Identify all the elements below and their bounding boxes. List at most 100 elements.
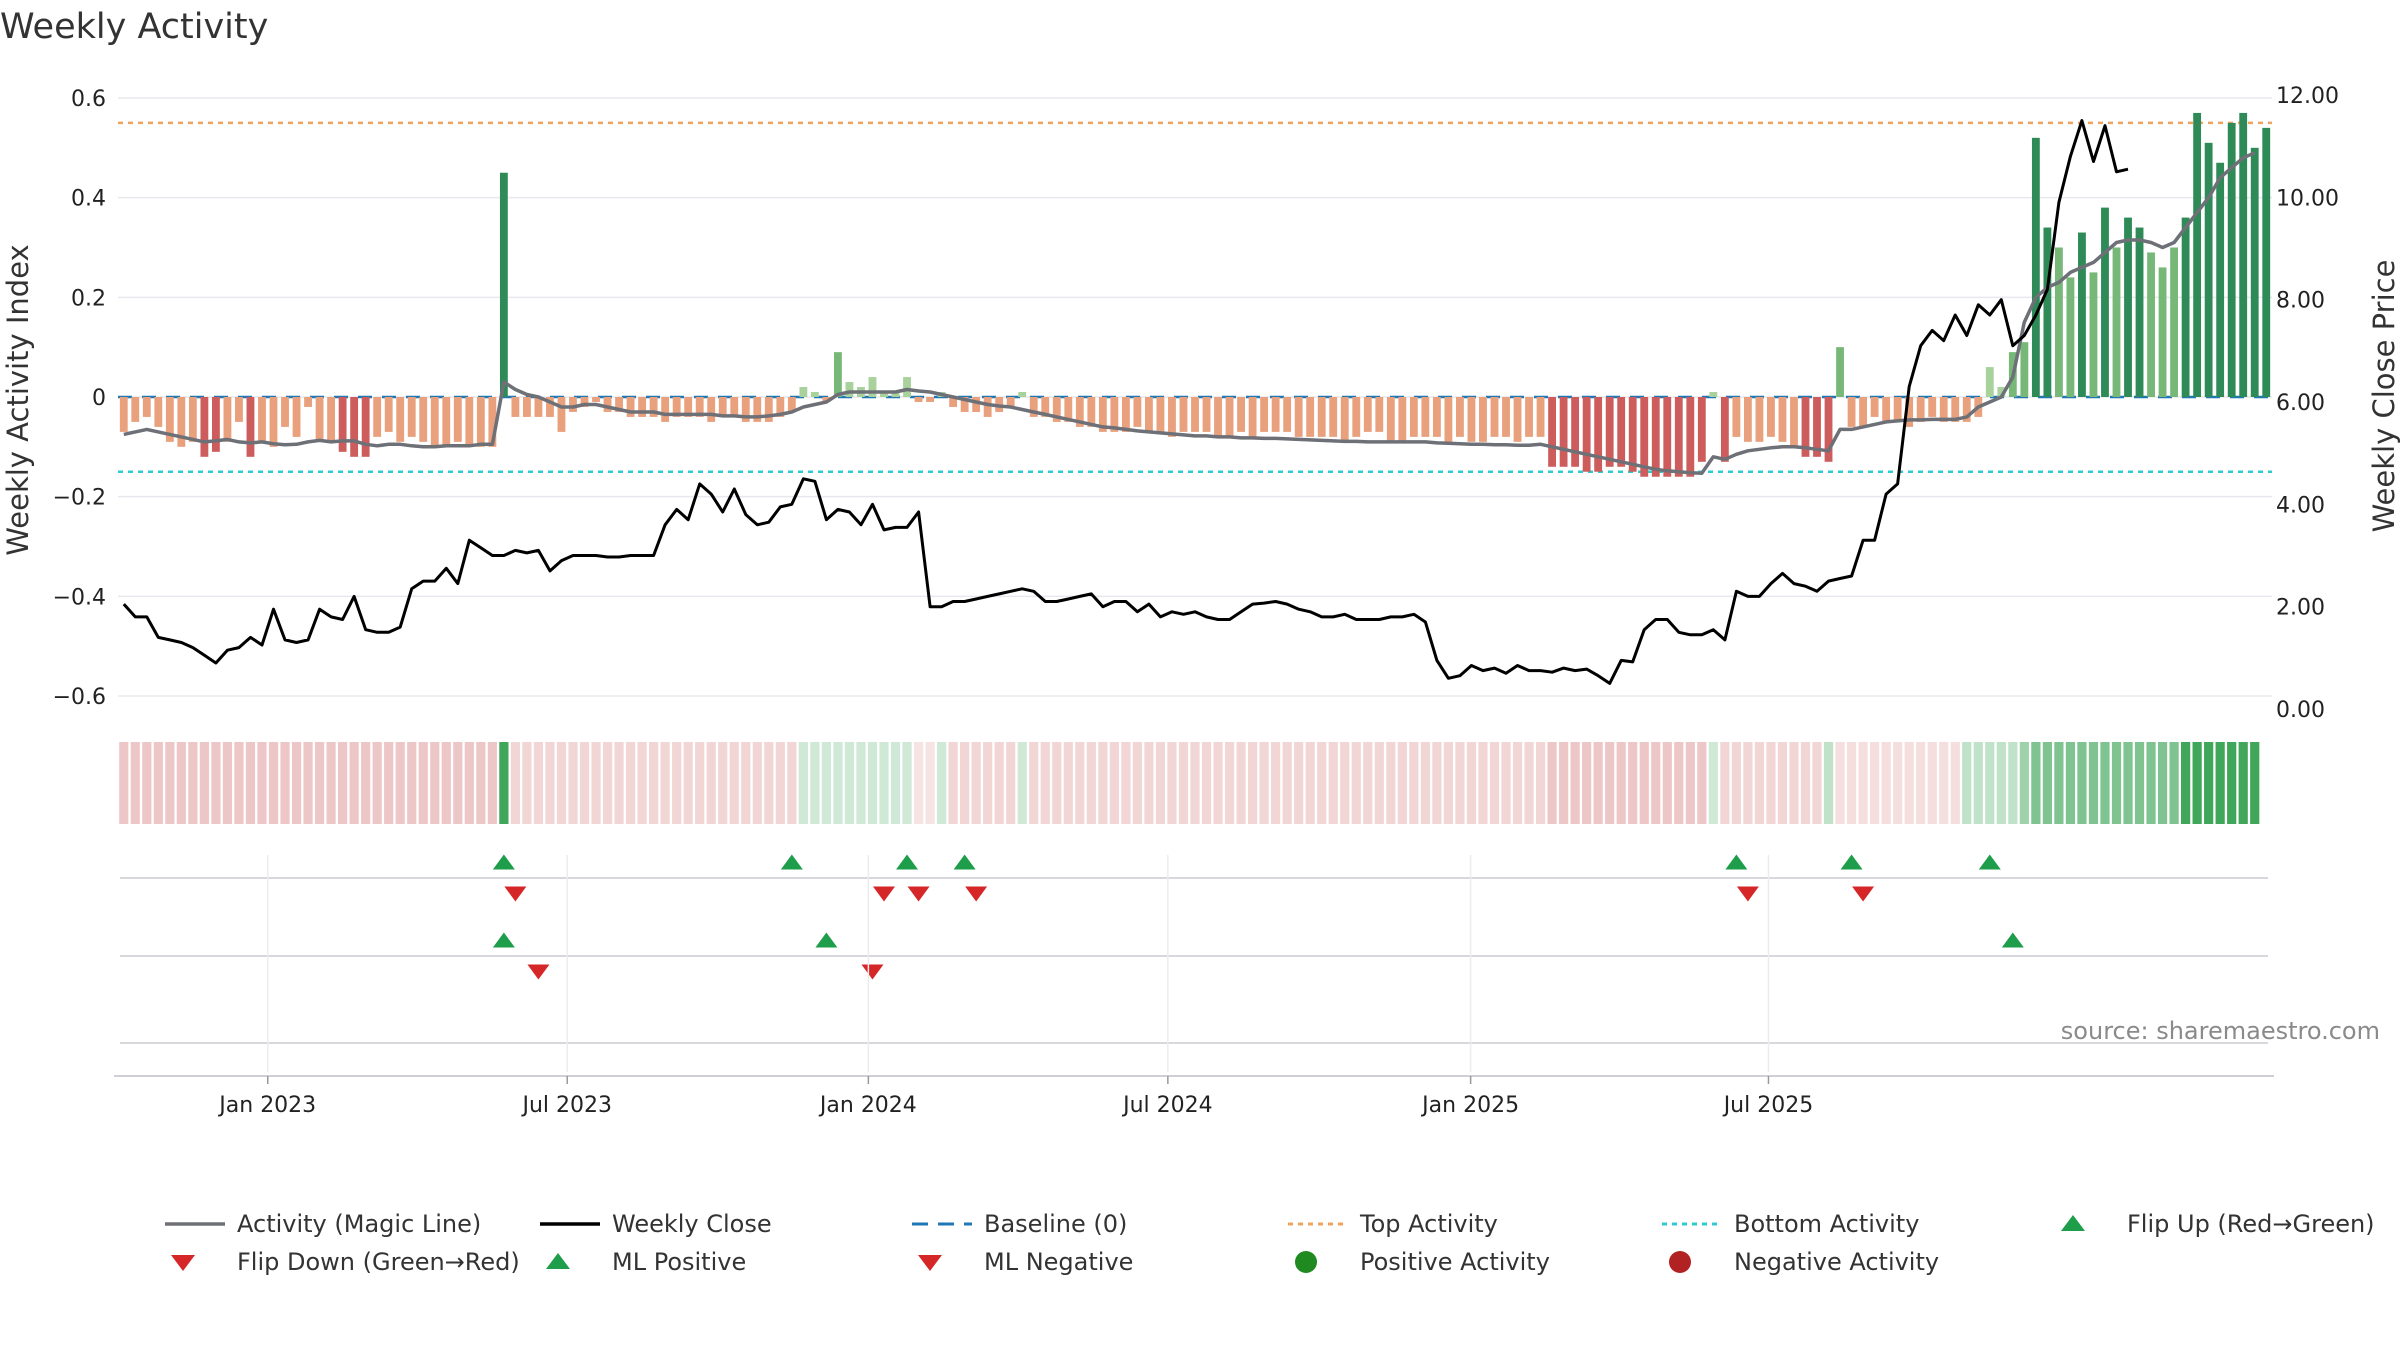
legend-label: Positive Activity (1360, 1248, 1550, 1276)
heat-cell (844, 742, 855, 824)
activity-bar (868, 377, 877, 397)
heat-cell (2238, 742, 2248, 824)
legend-swatch (1669, 1251, 1691, 1273)
heat-cell (741, 742, 751, 824)
heat-cell (1017, 742, 1027, 824)
activity-bar (603, 397, 612, 412)
activity-bar (592, 397, 600, 402)
heat-cell (994, 742, 1004, 824)
activity-bar (499, 172, 508, 397)
y-left-tick-label: 0 (92, 386, 106, 411)
ml-positive-marker (492, 932, 515, 948)
heat-cell (338, 742, 348, 824)
heat-cell (441, 742, 451, 824)
heat-cell (2100, 742, 2110, 824)
heat-cell (2250, 742, 2260, 824)
heat-cell (2215, 742, 2225, 824)
heat-cell (453, 742, 463, 824)
heat-cell (2042, 742, 2052, 824)
legend-label: Negative Activity (1734, 1248, 1939, 1276)
y-left-tick-label: 0.2 (71, 286, 106, 311)
heat-cell (614, 742, 624, 824)
heat-cell (1328, 742, 1338, 824)
heat-cell (787, 742, 797, 824)
activity-bar (1548, 397, 1556, 467)
activity-bar (1444, 397, 1453, 442)
activity-bar (1985, 367, 1994, 397)
heat-cell (1973, 742, 1983, 824)
activity-bar (1663, 397, 1672, 477)
activity-bar (638, 397, 647, 417)
heat-cell (1662, 742, 1672, 824)
y-right-tick-label: 8.00 (2276, 289, 2325, 314)
heat-cell (1628, 742, 1638, 824)
event-markers (120, 854, 2268, 1044)
heat-cell (1247, 742, 1258, 824)
activity-bar (292, 397, 301, 437)
activity-bar (442, 397, 451, 447)
activity-bar (235, 397, 243, 422)
activity-bar (1006, 397, 1015, 407)
x-tick-label: Jan 2024 (818, 1093, 917, 1118)
ml-positive-marker (815, 932, 838, 948)
x-tick-label: Jan 2023 (217, 1093, 316, 1118)
heat-cell (1029, 742, 1039, 824)
heat-cell (522, 742, 532, 824)
activity-bar (1098, 397, 1107, 432)
heat-cell (1893, 742, 1903, 824)
activity-bar (142, 397, 151, 417)
activity-bar (1087, 397, 1096, 427)
activity-bar (1928, 397, 1937, 417)
activity-bar (2170, 247, 2179, 397)
activity-bar (580, 397, 589, 407)
activity-bar (476, 397, 485, 447)
heat-cell (1754, 742, 1765, 824)
activity-bar (1156, 397, 1165, 432)
legend-item-mlneg: ML Negative (918, 1248, 1133, 1276)
activity-bar (2101, 207, 2109, 397)
heat-cell (361, 742, 371, 824)
heat-cell (1489, 742, 1500, 824)
heat-cell (1582, 742, 1592, 824)
heat-cell (1132, 742, 1143, 824)
weekly-close-series (122, 119, 2129, 685)
heat-cell (1547, 742, 1557, 824)
y-right-tick-label: 2.00 (2276, 596, 2325, 621)
heat-cell (2008, 742, 2018, 824)
activity-bar (1237, 397, 1245, 432)
activity-bar (246, 397, 255, 457)
legend-label: Activity (Magic Line) (237, 1210, 481, 1238)
activity-heat-strip (119, 742, 2260, 824)
y-right-tick-label: 4.00 (2276, 493, 2325, 518)
heat-cell (1639, 742, 1649, 824)
activity-bar (1882, 397, 1891, 422)
activity-bar (891, 392, 900, 397)
activity-bar (430, 397, 439, 447)
activity-bar (1375, 397, 1384, 432)
heat-cell (1570, 742, 1580, 824)
heat-cell (1858, 742, 1868, 824)
heat-cell (1916, 742, 1926, 824)
heat-cell (1317, 742, 1327, 824)
legend-item-mlpos: ML Positive (546, 1248, 746, 1276)
heat-cell (729, 742, 739, 824)
activity-bar (1605, 397, 1614, 467)
heat-cell (1305, 742, 1315, 824)
heat-cell (234, 742, 244, 824)
heat-cell (476, 742, 486, 824)
heat-cell (1086, 742, 1096, 824)
activity-bar (1421, 397, 1430, 437)
heat-cell (902, 742, 912, 824)
heat-cell (2181, 742, 2191, 824)
activity-bar (1317, 397, 1326, 437)
activity-bar (1168, 397, 1176, 437)
legend-label: Baseline (0) (984, 1210, 1127, 1238)
heat-cell (1121, 742, 1131, 824)
activity-bar (315, 397, 324, 442)
heat-cell (1881, 742, 1891, 824)
activity-bar (1502, 397, 1510, 437)
activity-bar (1790, 397, 1798, 447)
activity-bar (2239, 112, 2248, 397)
